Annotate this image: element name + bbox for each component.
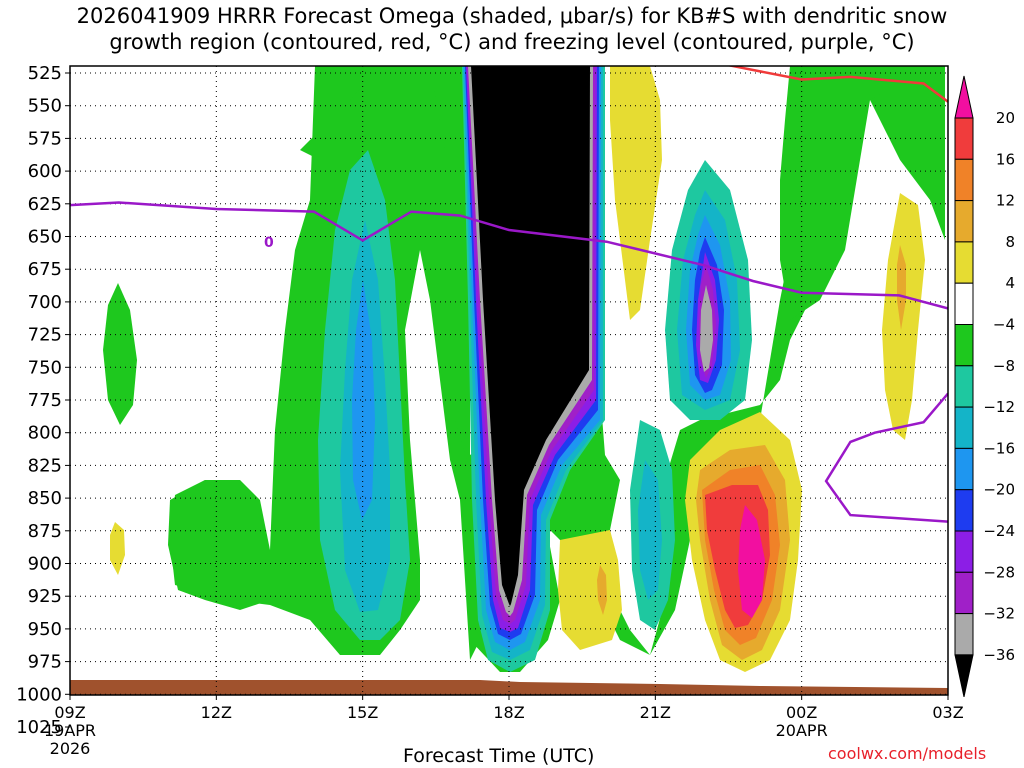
y-tick-label: 825 bbox=[28, 455, 62, 476]
colorbar-label: 20 bbox=[996, 109, 1015, 127]
omega-region-black-core bbox=[471, 66, 590, 606]
colorbar-swatch-top bbox=[954, 75, 974, 119]
colorbar-label: −12 bbox=[983, 398, 1015, 416]
colorbar-swatch bbox=[954, 447, 974, 491]
omega-region-pink-desc bbox=[738, 505, 765, 618]
colorbar-label: −20 bbox=[983, 481, 1015, 499]
credit-link[interactable]: coolwx.com/models bbox=[828, 744, 987, 763]
y-tick-label: 1025 bbox=[16, 717, 62, 738]
y-tick-label: 625 bbox=[28, 194, 62, 215]
freezing-level-contour bbox=[70, 201, 948, 310]
x-tick-label: 09Z bbox=[54, 703, 85, 722]
colorbar-swatch bbox=[954, 571, 974, 615]
colorbar-swatch bbox=[954, 282, 974, 326]
y-tick-label: 750 bbox=[28, 357, 62, 378]
omega-region-green-east-top bbox=[780, 66, 945, 320]
colorbar-label: −16 bbox=[983, 439, 1015, 457]
colorbar-swatch-bottom bbox=[954, 654, 974, 698]
x-tick-year-label: 2026 bbox=[50, 739, 91, 758]
colorbar-label: 16 bbox=[996, 150, 1015, 168]
colorbar-swatch bbox=[954, 489, 974, 532]
omega-region-yellow-west bbox=[110, 522, 125, 575]
colorbar-label: 8 bbox=[1005, 233, 1015, 251]
x-tick-label: 12Z bbox=[201, 703, 232, 722]
colorbar-swatch bbox=[954, 613, 974, 656]
x-tick-label: 00Z bbox=[786, 703, 817, 722]
y-tick-label: 875 bbox=[28, 521, 62, 542]
y-tick-label: 1000 bbox=[16, 684, 62, 705]
x-axis-title: Forecast Time (UTC) bbox=[403, 745, 595, 767]
y-tick-label: 975 bbox=[28, 652, 62, 673]
colorbar-label: −24 bbox=[983, 522, 1015, 540]
colorbar-label: −4 bbox=[993, 316, 1015, 334]
colorbar-label: −8 bbox=[993, 357, 1015, 375]
colorbar-label: −28 bbox=[983, 563, 1015, 581]
omega-region-yellow-east bbox=[882, 193, 925, 440]
y-tick-label: 575 bbox=[28, 128, 62, 149]
omega-region-yellow-19z bbox=[558, 530, 622, 650]
x-tick-date-label: 19APR bbox=[44, 721, 96, 740]
plot-area bbox=[70, 66, 948, 695]
freezing-level-label: 0 bbox=[264, 235, 274, 251]
colorbar-swatch bbox=[954, 365, 974, 408]
y-tick-label: 525 bbox=[28, 63, 62, 84]
colorbar-label: 4 bbox=[1005, 274, 1015, 292]
colorbar-swatch bbox=[954, 158, 974, 202]
snow-growth-contour bbox=[728, 66, 948, 103]
colorbar-swatch bbox=[954, 117, 974, 160]
colorbar-swatch bbox=[954, 241, 974, 284]
y-tick-label: 850 bbox=[28, 488, 62, 509]
ground-shading bbox=[70, 680, 948, 695]
y-tick-label: 550 bbox=[28, 96, 62, 117]
chart-title-line2: growth region (contoured, red, °C) and f… bbox=[109, 30, 915, 54]
y-tick-label: 700 bbox=[28, 292, 62, 313]
colorbar-label: −36 bbox=[983, 646, 1015, 664]
omega-shading bbox=[103, 66, 945, 672]
x-tick-label: 21Z bbox=[640, 703, 671, 722]
omega-region-orange-19z bbox=[597, 565, 607, 615]
omega-region-yellow-top bbox=[610, 66, 662, 320]
omega-region-green-sw bbox=[168, 480, 270, 610]
y-tick-label: 900 bbox=[28, 554, 62, 575]
chart-title-line1: 2026041909 HRRR Forecast Omega (shaded, … bbox=[76, 4, 948, 28]
y-tick-label: 600 bbox=[28, 161, 62, 182]
colorbar: 20 16 12 8 4 −4 −8 −12 −16 −20 −24 −28 −32 −36 bbox=[954, 75, 1015, 698]
colorbar-swatch bbox=[954, 324, 974, 367]
omega-region-cyan-21z bbox=[638, 460, 662, 600]
omega-region-orange-east bbox=[897, 245, 906, 330]
colorbar-label: −32 bbox=[983, 605, 1015, 623]
freezing-level-contour-lower bbox=[824, 392, 948, 523]
omega-region-green-west bbox=[103, 283, 137, 425]
y-tick-label: 725 bbox=[28, 325, 62, 346]
x-tick-label: 15Z bbox=[347, 703, 378, 722]
x-tick-label: 18Z bbox=[493, 703, 524, 722]
colorbar-label: 12 bbox=[996, 192, 1015, 210]
omega-region-blue-15z bbox=[352, 280, 375, 520]
colorbar-swatch bbox=[954, 530, 974, 573]
y-tick-label: 650 bbox=[28, 227, 62, 248]
omega-region-gray-22z bbox=[700, 285, 713, 372]
y-tick-label: 800 bbox=[28, 423, 62, 444]
y-tick-label: 950 bbox=[28, 619, 62, 640]
y-tick-label: 675 bbox=[28, 259, 62, 280]
x-tick-label: 03Z bbox=[932, 703, 963, 722]
colorbar-swatch bbox=[954, 200, 974, 243]
x-tick-date-label: 20APR bbox=[776, 721, 828, 740]
y-tick-label: 775 bbox=[28, 390, 62, 411]
y-axis: 525 550 575 600 625 650 675 700 725 750 775 800 825 8… bbox=[16, 63, 70, 738]
y-tick-label: 925 bbox=[28, 586, 62, 607]
colorbar-swatch bbox=[954, 406, 974, 449]
